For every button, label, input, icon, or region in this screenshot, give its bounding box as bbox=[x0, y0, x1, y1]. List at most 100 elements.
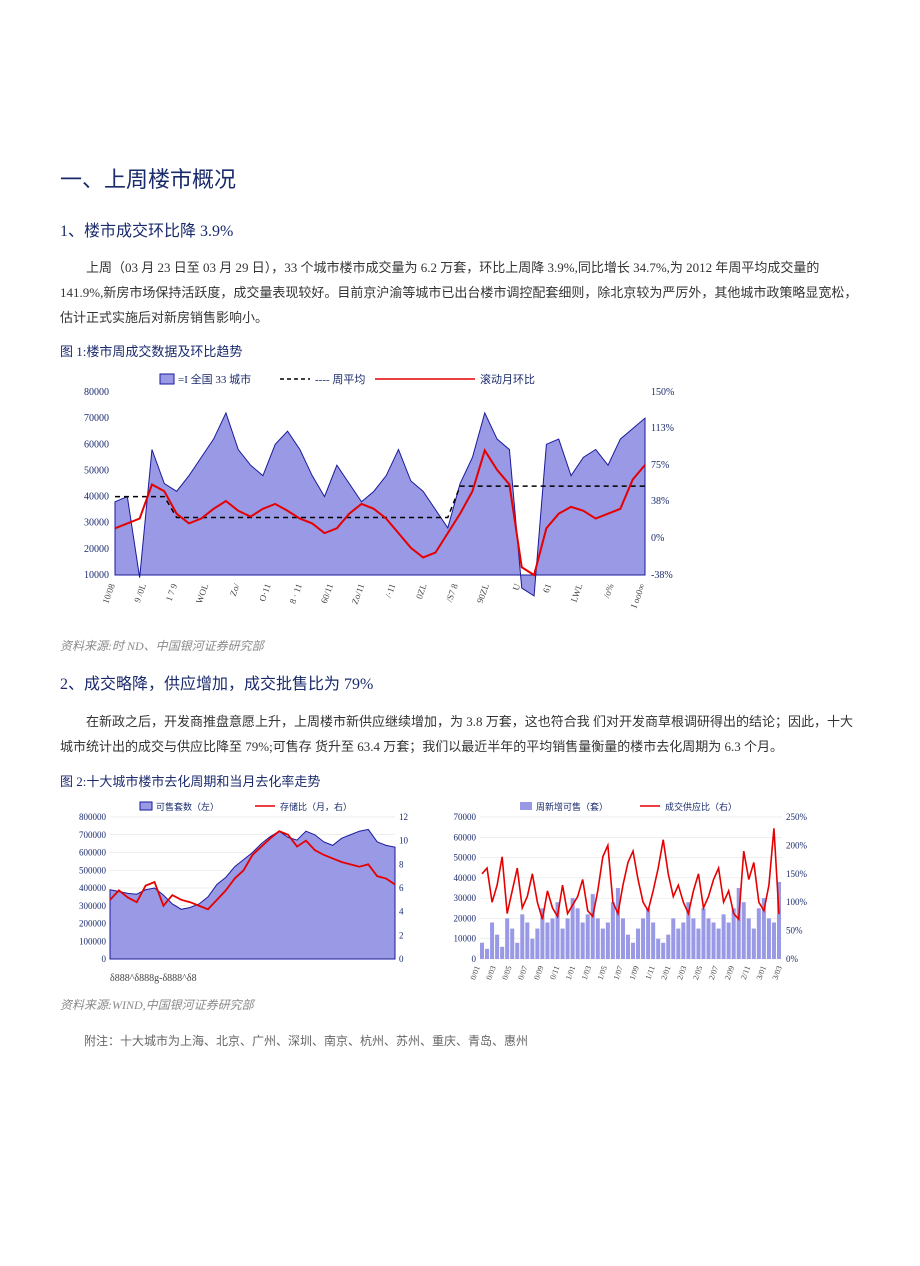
svg-text:WOL: WOL bbox=[194, 582, 210, 605]
svg-text:30000: 30000 bbox=[84, 518, 109, 529]
sub2-title: 2、成交略降，供应增加，成交批售比为 79% bbox=[60, 671, 860, 700]
svg-text:/S7 8: /S7 8 bbox=[444, 582, 460, 604]
section-title: 一、上周楼市概况 bbox=[60, 160, 860, 200]
svg-text:800000: 800000 bbox=[79, 812, 107, 822]
svg-text:---- 周平均: ---- 周平均 bbox=[315, 373, 365, 386]
svg-text:38%: 38% bbox=[651, 496, 669, 507]
chart2-row: 0100000200000300000400000500000600000700… bbox=[60, 799, 860, 989]
svg-text:U: U bbox=[511, 582, 523, 592]
svg-text:1/07: 1/07 bbox=[612, 965, 625, 981]
svg-text:1/05: 1/05 bbox=[596, 965, 609, 981]
svg-text:I oo0∞: I oo0∞ bbox=[629, 582, 647, 609]
svg-text:50000: 50000 bbox=[84, 465, 109, 476]
svg-text:/o%: /o% bbox=[601, 582, 616, 600]
fig1-source: 资料来源:时 ND、中国银河证券研究部 bbox=[60, 636, 860, 658]
svg-text:存储比（月，右）: 存储比（月，右） bbox=[280, 801, 352, 812]
svg-text:10: 10 bbox=[399, 836, 409, 846]
sub2-para: 在新政之后，开发商推盘意愿上升，上周楼市新供应继续增加，为 3.8 万套，这也符… bbox=[60, 710, 860, 759]
svg-text:/·11: /·11 bbox=[383, 582, 397, 599]
svg-text:2/03: 2/03 bbox=[675, 965, 688, 981]
fig2-title: 图 2:十大城市楼市去化周期和当月去化率走势 bbox=[60, 770, 860, 793]
svg-text:61: 61 bbox=[541, 582, 553, 594]
svg-text:O·11: O·11 bbox=[257, 582, 273, 602]
svg-text:20000: 20000 bbox=[84, 544, 109, 555]
svg-text:0/09: 0/09 bbox=[532, 965, 545, 981]
svg-text:0: 0 bbox=[102, 954, 107, 964]
svg-text:250%: 250% bbox=[786, 812, 808, 822]
svg-text:2: 2 bbox=[399, 930, 404, 940]
svg-text:2/11: 2/11 bbox=[739, 965, 752, 981]
svg-text:0%: 0% bbox=[651, 533, 664, 544]
svg-text:3/03: 3/03 bbox=[771, 965, 784, 981]
chart2b: 0100002000030000400005000060000700000%50… bbox=[440, 799, 820, 989]
svg-text:0/07: 0/07 bbox=[516, 965, 529, 981]
svg-text:200000: 200000 bbox=[79, 919, 107, 929]
svg-text:2/07: 2/07 bbox=[707, 965, 720, 981]
svg-text:600000: 600000 bbox=[79, 848, 107, 858]
svg-text:δ888^δ888g-δ888^δ8: δ888^δ888g-δ888^δ8 bbox=[110, 973, 197, 984]
svg-text:Zo/11: Zo/11 bbox=[350, 582, 367, 605]
sub1-para: 上周（03 月 23 日至 03 月 29 日），33 个城市楼市成交量为 6.… bbox=[60, 256, 860, 330]
svg-text:10/08: 10/08 bbox=[100, 582, 117, 605]
svg-text:6: 6 bbox=[399, 883, 404, 893]
svg-text:0: 0 bbox=[399, 954, 404, 964]
fig2-note: 附注：十大城市为上海、北京、广州、深圳、南京、杭州、苏州、重庆、青岛、惠州 bbox=[60, 1031, 860, 1053]
svg-text:2/01: 2/01 bbox=[659, 965, 672, 981]
svg-text:0/01: 0/01 bbox=[469, 965, 482, 981]
svg-text:60/11: 60/11 bbox=[319, 582, 335, 604]
svg-text:100%: 100% bbox=[786, 897, 808, 907]
svg-text:70000: 70000 bbox=[84, 413, 109, 424]
chart2a: 0 100000 200000 300000 400000 500000 600000 700… bbox=[60, 799, 420, 989]
svg-text:300000: 300000 bbox=[79, 901, 107, 911]
svg-text:500000: 500000 bbox=[79, 865, 107, 875]
svg-text:=I 全国 33 城市: =I 全国 33 城市 bbox=[178, 372, 251, 386]
svg-text:150%: 150% bbox=[651, 387, 674, 398]
svg-text:50000: 50000 bbox=[454, 853, 477, 863]
svg-text:12: 12 bbox=[399, 812, 408, 822]
sub1-title: 1、楼市成交环比降 3.9% bbox=[60, 218, 860, 247]
svg-text:0/03: 0/03 bbox=[484, 965, 497, 981]
svg-text:75%: 75% bbox=[651, 460, 669, 471]
svg-text:0/11: 0/11 bbox=[548, 965, 561, 981]
svg-text:0: 0 bbox=[472, 954, 477, 964]
svg-text:200%: 200% bbox=[786, 840, 808, 850]
svg-text:60000: 60000 bbox=[84, 439, 109, 450]
svg-text:400000: 400000 bbox=[79, 883, 107, 893]
svg-text:1/03: 1/03 bbox=[580, 965, 593, 981]
svg-text:700000: 700000 bbox=[79, 830, 107, 840]
svg-text:3/01: 3/01 bbox=[755, 965, 768, 981]
svg-text:100000: 100000 bbox=[79, 936, 107, 946]
svg-text:0/05: 0/05 bbox=[500, 965, 513, 981]
svg-text:40000: 40000 bbox=[84, 491, 109, 502]
svg-text:滚动月环比: 滚动月环比 bbox=[480, 372, 535, 386]
chart1: 10000 20000 30000 40000 50000 60000 70000 80000… bbox=[60, 370, 860, 630]
svg-text:9 /0L: 9 /0L bbox=[132, 582, 148, 604]
svg-text:80000: 80000 bbox=[84, 387, 109, 398]
svg-text:60000: 60000 bbox=[454, 832, 477, 842]
svg-text:50%: 50% bbox=[786, 926, 803, 936]
svg-text:-38%: -38% bbox=[651, 570, 673, 581]
svg-text:1/09: 1/09 bbox=[628, 965, 641, 981]
svg-text:0ZL: 0ZL bbox=[414, 582, 429, 600]
svg-text:2/09: 2/09 bbox=[723, 965, 736, 981]
svg-text:LWL: LWL bbox=[569, 582, 585, 603]
svg-text:113%: 113% bbox=[651, 423, 674, 434]
svg-text:70000: 70000 bbox=[454, 812, 477, 822]
svg-text:150%: 150% bbox=[786, 869, 808, 879]
svg-text:Zo/: Zo/ bbox=[228, 582, 242, 598]
svg-text:成交供应比（右）: 成交供应比（右） bbox=[665, 801, 737, 812]
svg-text:8 · 11: 8 · 11 bbox=[287, 582, 303, 605]
svg-text:10000: 10000 bbox=[454, 934, 477, 944]
svg-text:可售套数（左）: 可售套数（左） bbox=[156, 801, 219, 812]
svg-text:1/11: 1/11 bbox=[643, 965, 656, 981]
svg-text:90ZL: 90ZL bbox=[475, 582, 491, 604]
svg-text:1/01: 1/01 bbox=[564, 965, 577, 981]
svg-text:周新增可售（套）: 周新增可售（套） bbox=[536, 801, 608, 812]
svg-text:2/05: 2/05 bbox=[691, 965, 704, 981]
svg-text:1 7 9: 1 7 9 bbox=[164, 582, 180, 603]
svg-text:20000: 20000 bbox=[454, 913, 477, 923]
svg-text:10000: 10000 bbox=[84, 570, 109, 581]
fig2-source: 资料来源:WIND,中国银河证券研究部 bbox=[60, 995, 860, 1017]
fig1-title: 图 1:楼市周成交数据及环比趋势 bbox=[60, 340, 860, 363]
svg-text:40000: 40000 bbox=[454, 873, 477, 883]
